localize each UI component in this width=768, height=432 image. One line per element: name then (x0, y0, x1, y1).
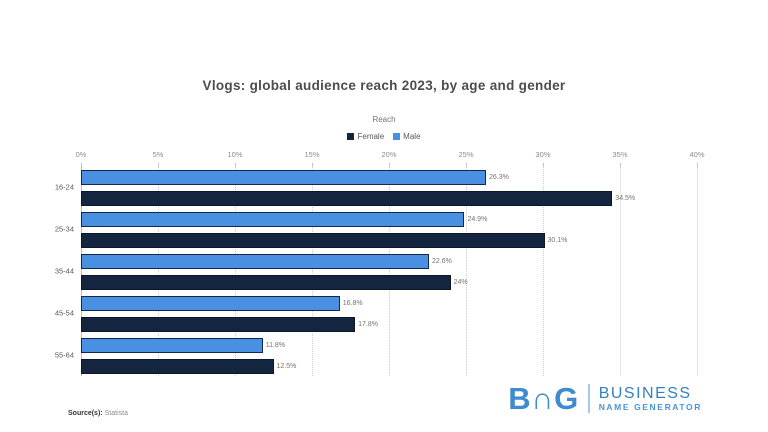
x-tick-label: 15% (304, 150, 320, 159)
x-tick-mark (235, 163, 236, 166)
bar-row: 30.1% (81, 232, 697, 249)
gridline (389, 166, 390, 376)
bar-male-16-24 (81, 170, 487, 185)
bar-value-label: 26.3% (489, 174, 509, 181)
plot-area: 16-24 26.3% 34.5% 25-34 24.9% 30.1% 35-44 22.6%… (55, 166, 698, 376)
gridline (235, 166, 236, 376)
bar-row: 24.9% (81, 211, 697, 228)
bar-value-label: 12.5% (276, 363, 297, 370)
x-tick-label: 25% (458, 150, 474, 159)
bar-row: 34.5% (81, 190, 697, 207)
bar-row: 26.3% (81, 169, 697, 186)
bng-logo: B∩G BUSINESS NAME GENERATOR (508, 383, 702, 414)
x-tick-mark (543, 163, 544, 166)
logo-divider (587, 384, 590, 413)
bar-value-label: 17.8% (358, 321, 378, 328)
bar-male-45-54 (81, 296, 340, 311)
y-axis-label: 16-24 (54, 182, 74, 192)
bar-row: 11.8% (81, 337, 697, 354)
x-tick-mark (620, 163, 621, 166)
y-axis-label: 45-54 (54, 308, 74, 318)
bar-row: 22.6% (81, 253, 697, 270)
bar-group-45-54: 45-54 16.8% 17.8% (55, 292, 697, 334)
x-tick-label: 40% (689, 150, 705, 159)
logo-line1: BUSINESS (598, 384, 692, 402)
legend-swatch-icon (393, 133, 401, 140)
legend-item-female: Female (347, 132, 384, 141)
x-axis-ticks: 0% 5% 10% 15% 20% 25% 30% 35% 40% (76, 150, 705, 166)
logo-line2: NAME GENERATOR (598, 402, 702, 413)
bar-row: 16.8% (81, 295, 697, 312)
bar-female-35-44 (81, 275, 451, 290)
x-tick-label: 30% (535, 150, 551, 159)
bar-group-16-24: 16-24 26.3% 34.5% (55, 166, 697, 208)
logo-text: BUSINESS NAME GENERATOR (599, 385, 702, 413)
x-tick-mark (158, 163, 159, 166)
bar-value-label: 24.9% (467, 216, 488, 223)
bar-male-25-34 (81, 212, 465, 227)
bar-row: 24% (81, 274, 697, 291)
source-value: Statista (104, 410, 128, 417)
x-tick-label: 20% (381, 150, 397, 159)
bar-value-label: 16.8% (342, 300, 363, 307)
x-tick-mark (312, 163, 313, 166)
x-tick-mark (697, 163, 698, 166)
y-axis-label: 55-64 (54, 350, 74, 360)
bar-value-label: 11.8% (265, 342, 286, 349)
gridline (158, 166, 159, 376)
bar-value-label: 24% (453, 279, 468, 286)
gridline (312, 166, 313, 376)
gridline (620, 166, 621, 376)
bar-female-45-54 (81, 317, 356, 332)
x-tick-label: 5% (152, 150, 164, 159)
bar-row: 12.5% (81, 358, 697, 375)
bar-value-label: 34.5% (615, 195, 636, 202)
bar-group-35-44: 35-44 22.6% 24% (55, 250, 697, 292)
y-axis-line (81, 166, 82, 376)
gridline (543, 166, 544, 376)
bar-value-label: 30.1% (547, 237, 568, 244)
x-tick-label: 10% (227, 150, 243, 159)
legend-items: Female Male (0, 132, 768, 141)
bar-male-35-44 (81, 254, 430, 269)
bar-group-55-64: 55-64 11.8% 12.5% (55, 334, 697, 376)
x-tick-label: 35% (612, 150, 628, 159)
bar-group-25-34: 25-34 24.9% 30.1% (55, 208, 697, 250)
bar-female-55-64 (81, 359, 274, 374)
source-note: Source(s): Statista (68, 410, 128, 417)
x-tick-mark (466, 163, 467, 166)
legend-label: Male (403, 132, 421, 141)
chart-title: Vlogs: global audience reach 2023, by ag… (202, 78, 566, 93)
x-tick-label: 0% (75, 150, 87, 159)
source-label: Source(s): (68, 410, 103, 417)
bar-female-16-24 (81, 191, 613, 206)
legend-swatch-icon (347, 133, 355, 140)
gridline (697, 166, 698, 376)
logo-abbr: B∩G (508, 381, 579, 416)
y-axis-label: 25-34 (54, 224, 74, 234)
gridline (466, 166, 467, 376)
bar-row: 17.8% (81, 316, 697, 333)
bar-female-25-34 (81, 233, 545, 248)
legend-title: Reach (372, 115, 396, 124)
legend-item-male: Male (393, 132, 421, 141)
x-tick-mark (81, 163, 82, 166)
bar-male-55-64 (81, 338, 263, 353)
legend-label: Female (357, 132, 385, 141)
x-tick-mark (389, 163, 390, 166)
bar-value-label: 22.6% (432, 258, 452, 265)
y-axis-label: 35-44 (54, 266, 74, 276)
